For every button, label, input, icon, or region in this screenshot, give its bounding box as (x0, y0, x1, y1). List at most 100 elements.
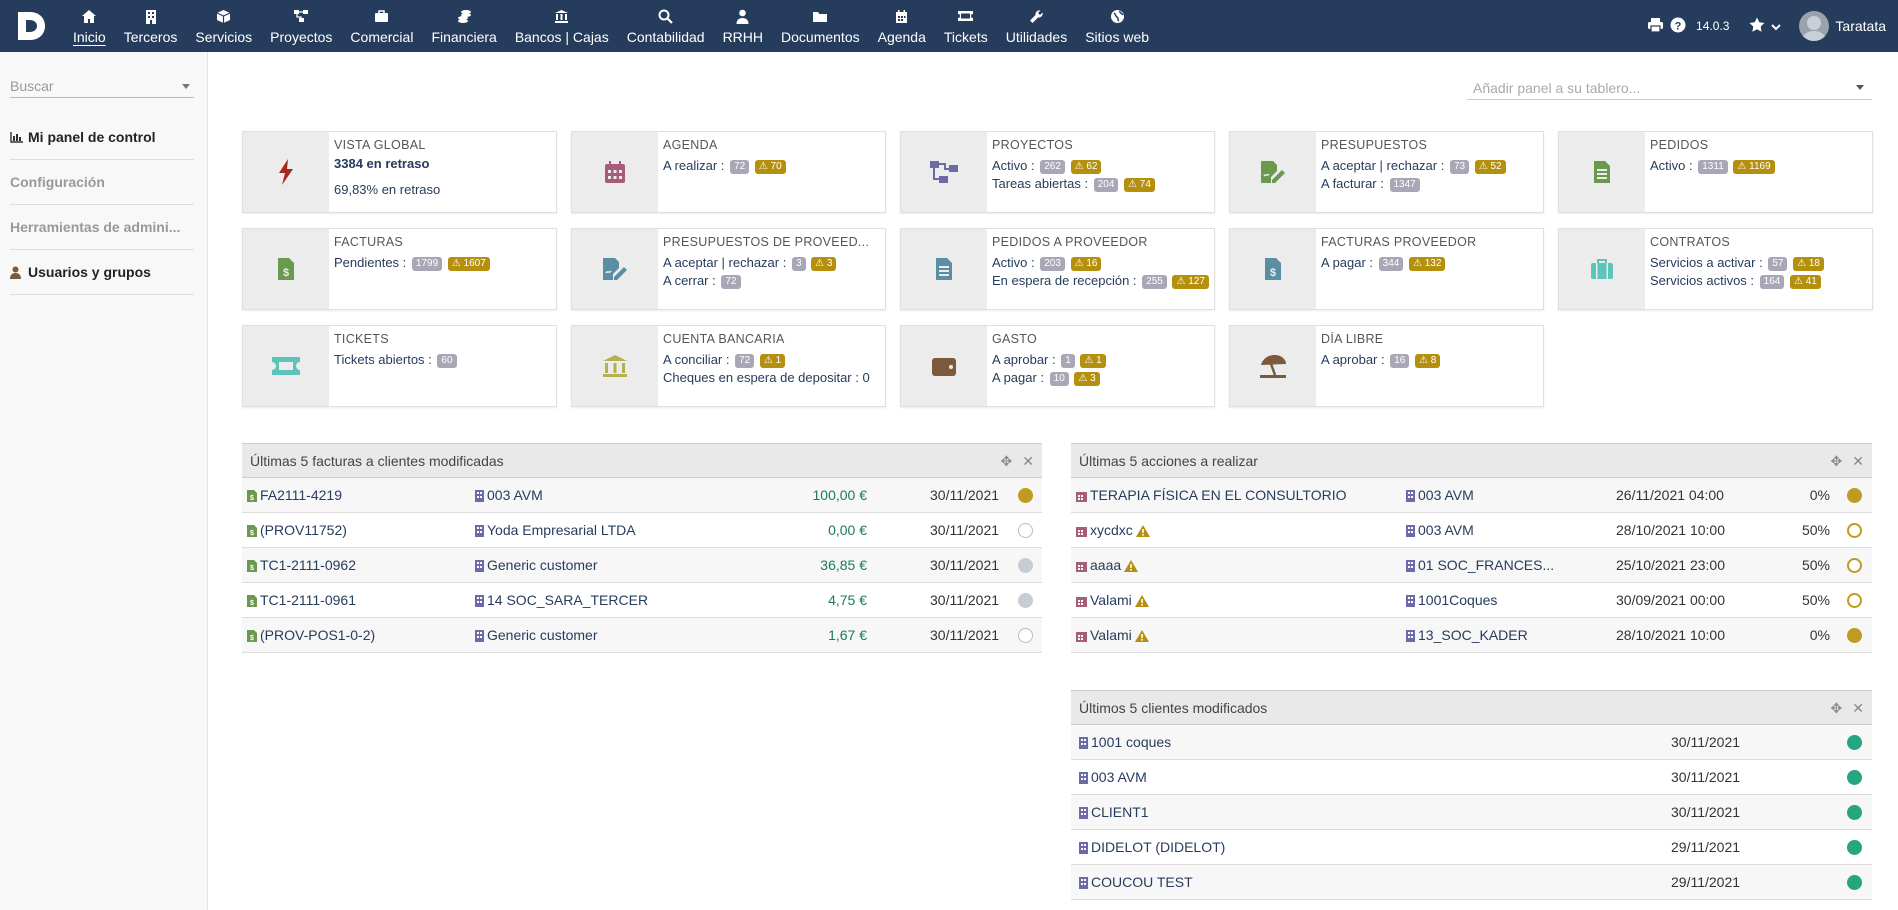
invoice-ref[interactable]: $ (PROV11752) (247, 522, 347, 538)
menu-bancos-cajas[interactable]: Bancos | Cajas (506, 0, 618, 52)
sidebar-item-admin-tools[interactable]: Herramientas de admini... (10, 205, 194, 250)
action-company[interactable]: 003 AVM (1406, 487, 1474, 503)
box-line[interactable]: Activo : 262 ⚠ 62 (992, 158, 1102, 174)
move-icon[interactable]: ✥ (1000, 453, 1013, 469)
box-line[interactable]: Servicios a activar : 57 ⚠ 18 (1650, 255, 1824, 271)
action-company[interactable]: 1001Coques (1406, 592, 1497, 608)
user-name[interactable]: Taratata (1835, 18, 1886, 34)
action-label[interactable]: Valami (1076, 592, 1152, 608)
box-line[interactable]: A aprobar : 1 ⚠ 1 (992, 352, 1106, 368)
menu-terceros[interactable]: Terceros (115, 0, 187, 52)
menu-proyectos[interactable]: Proyectos (261, 0, 341, 52)
customer-name[interactable]: 003 AVM (1079, 769, 1147, 785)
customer-name[interactable]: CLIENT1 (1079, 804, 1149, 820)
box-contratos[interactable]: CONTRATOS Servicios a activar : 57 ⚠ 18 … (1558, 228, 1873, 310)
box-pedidos-proveedor[interactable]: PEDIDOS A PROVEEDOR Activo : 203 ⚠ 16 En… (900, 228, 1215, 310)
menu-comercial[interactable]: Comercial (341, 0, 422, 52)
table-row[interactable]: $ TC1-2111-0962 Generic customer 36,85 € … (242, 548, 1042, 583)
table-row[interactable]: TERAPIA FÍSICA EN EL CONSULTORIO 003 AVM… (1071, 478, 1872, 513)
invoice-ref[interactable]: $ TC1-2111-0962 (247, 557, 356, 573)
bookmark-star-icon[interactable] (1749, 17, 1765, 35)
box-facturas[interactable]: $ FACTURAS Pendientes : 1799 ⚠ 1607 (242, 228, 557, 310)
action-label[interactable]: aaaa (1076, 557, 1141, 573)
action-label[interactable]: TERAPIA FÍSICA EN EL CONSULTORIO (1076, 487, 1346, 503)
box-cuenta-bancaria[interactable]: CUENTA BANCARIA A conciliar : 72 ⚠ 1 Che… (571, 325, 886, 407)
table-row[interactable]: $ FA2111-4219 003 AVM 100,00 € 30/11/2021 (242, 478, 1042, 513)
box-proyectos[interactable]: PROYECTOS Activo : 262 ⚠ 62 Tareas abier… (900, 131, 1215, 213)
invoice-company[interactable]: Generic customer (475, 627, 597, 643)
box-pedidos[interactable]: PEDIDOS Activo : 1311 ⚠ 1169 (1558, 131, 1873, 213)
invoice-company[interactable]: Yoda Empresarial LTDA (475, 522, 636, 538)
box-line[interactable]: Activo : 203 ⚠ 16 (992, 255, 1102, 271)
customer-name[interactable]: COUCOU TEST (1079, 874, 1193, 890)
invoice-company[interactable]: 003 AVM (475, 487, 543, 503)
box-line[interactable]: A aprobar : 16 ⚠ 8 (1321, 352, 1441, 368)
sidebar-item-dashboard[interactable]: Mi panel de control (10, 115, 194, 160)
box-line[interactable]: Pendientes : 1799 ⚠ 1607 (334, 255, 490, 271)
action-company[interactable]: 003 AVM (1406, 522, 1474, 538)
print-icon[interactable] (1647, 17, 1664, 36)
menu-agenda[interactable]: Agenda (869, 0, 935, 52)
table-row[interactable]: 003 AVM 30/11/2021 (1071, 760, 1872, 795)
box-line[interactable]: Cheques en espera de depositar : 0 (663, 370, 870, 385)
dolibarr-logo[interactable] (14, 9, 48, 43)
table-row[interactable]: $ TC1-2111-0961 14 SOC_SARA_TERCER 4,75 €… (242, 583, 1042, 618)
box-line[interactable]: A pagar : 344 ⚠ 132 (1321, 255, 1446, 271)
box-gasto[interactable]: GASTO A aprobar : 1 ⚠ 1 A pagar : 10 ⚠ 3 (900, 325, 1215, 407)
invoice-ref[interactable]: $ TC1-2111-0961 (247, 592, 356, 608)
move-icon[interactable]: ✥ (1830, 453, 1843, 469)
box-line[interactable]: Activo : 1311 ⚠ 1169 (1650, 158, 1775, 174)
action-company[interactable]: 13_SOC_KADER (1406, 627, 1528, 643)
action-label[interactable]: xycdxc (1076, 522, 1153, 538)
box-line[interactable]: Servicios activos : 164 ⚠ 41 (1650, 273, 1821, 289)
box-line[interactable]: A pagar : 10 ⚠ 3 (992, 370, 1100, 386)
menu-contabilidad[interactable]: Contabilidad (618, 0, 714, 52)
invoice-company[interactable]: Generic customer (475, 557, 597, 573)
close-icon[interactable]: ✕ (1852, 453, 1864, 469)
table-row[interactable]: $ (PROV-POS1-0-2) Generic customer 1,67 €… (242, 618, 1042, 653)
close-icon[interactable]: ✕ (1022, 453, 1034, 469)
move-icon[interactable]: ✥ (1830, 700, 1843, 716)
box-line[interactable]: A cerrar : 72 (663, 273, 741, 289)
action-label[interactable]: Valami (1076, 627, 1152, 643)
chevron-down-icon[interactable] (1771, 18, 1782, 34)
menu-sitios-web[interactable]: Sitios web (1076, 0, 1158, 52)
table-row[interactable]: CLIENT1 30/11/2021 (1071, 795, 1872, 830)
menu-documentos[interactable]: Documentos (772, 0, 869, 52)
menu-utilidades[interactable]: Utilidades (997, 0, 1076, 52)
menu-servicios[interactable]: Servicios (186, 0, 261, 52)
user-avatar[interactable] (1799, 11, 1830, 41)
box-line[interactable]: A conciliar : 72 ⚠ 1 (663, 352, 786, 368)
sidebar-search[interactable]: Buscar (10, 78, 194, 98)
invoice-company[interactable]: 14 SOC_SARA_TERCER (475, 592, 648, 608)
box-agenda[interactable]: AGENDA A realizar : 72 ⚠ 70 (571, 131, 886, 213)
menu-financiera[interactable]: Financiera (422, 0, 505, 52)
table-row[interactable]: Valami 1001Coques 30/09/2021 00:00 50% (1071, 583, 1872, 618)
box-line[interactable]: En espera de recepción : 255 ⚠ 127 (992, 273, 1209, 289)
table-row[interactable]: 1001 coques 30/11/2021 (1071, 725, 1872, 760)
box-global-view[interactable]: VISTA GLOBAL 3384 en retraso 69,83% en r… (242, 131, 557, 213)
box-tickets[interactable]: TICKETS Tickets abiertos : 60 (242, 325, 557, 407)
help-icon[interactable]: ? (1670, 17, 1686, 36)
sidebar-item-configuracion[interactable]: Configuración (10, 160, 194, 205)
box-line[interactable]: A aceptar | rechazar : 73 ⚠ 52 (1321, 158, 1506, 174)
table-row[interactable]: aaaa 01 SOC_FRANCES... 25/10/2021 23:00 … (1071, 548, 1872, 583)
box-line[interactable]: A realizar : 72 ⚠ 70 (663, 158, 786, 174)
table-row[interactable]: DIDELOT (DIDELOT) 29/11/2021 (1071, 830, 1872, 865)
table-row[interactable]: COUCOU TEST 29/11/2021 (1071, 865, 1872, 900)
box-presupuestos-proveedores[interactable]: PRESUPUESTOS DE PROVEED... A aceptar | r… (571, 228, 886, 310)
invoice-ref[interactable]: $ FA2111-4219 (247, 487, 342, 503)
sidebar-item-users-groups[interactable]: Usuarios y grupos (10, 250, 194, 295)
menu-inicio[interactable]: Inicio (64, 0, 115, 52)
menu-rrhh[interactable]: RRHH (714, 0, 772, 52)
box-facturas-proveedor[interactable]: $ FACTURAS PROVEEDOR A pagar : 344 ⚠ 132 (1229, 228, 1544, 310)
close-icon[interactable]: ✕ (1852, 700, 1864, 716)
box-line[interactable]: A facturar : 1347 (1321, 176, 1420, 192)
table-row[interactable]: $ (PROV11752) Yoda Empresarial LTDA 0,00 … (242, 513, 1042, 548)
add-panel-select[interactable]: Añadir panel a su tablero... (1467, 76, 1872, 100)
box-line[interactable]: Tickets abiertos : 60 (334, 352, 457, 368)
invoice-ref[interactable]: $ (PROV-POS1-0-2) (247, 627, 375, 643)
menu-tickets[interactable]: Tickets (935, 0, 997, 52)
table-row[interactable]: Valami 13_SOC_KADER 28/10/2021 10:00 0% (1071, 618, 1872, 653)
action-company[interactable]: 01 SOC_FRANCES... (1406, 557, 1554, 573)
